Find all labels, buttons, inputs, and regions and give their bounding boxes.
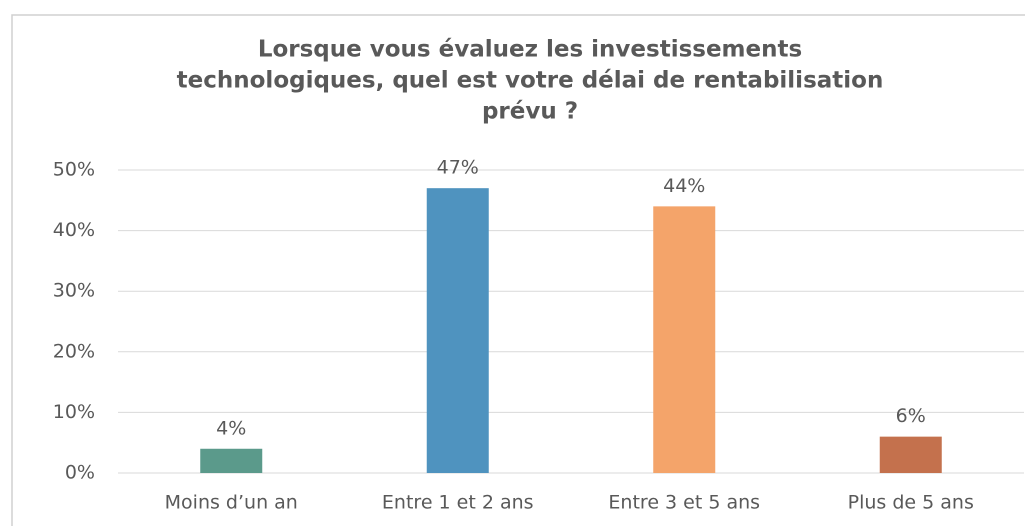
chart-title: technologiques, quel est votre délai de … (177, 68, 884, 94)
data-label: 44% (663, 175, 705, 197)
x-tick-label: Entre 1 et 2 ans (382, 492, 534, 514)
bar (200, 448, 263, 473)
chart-frame (11, 14, 1025, 526)
chart-title: prévu ? (482, 99, 578, 125)
y-tick-label: 0% (65, 462, 95, 484)
bar (426, 188, 489, 473)
x-tick-label: Entre 3 et 5 ans (608, 492, 760, 514)
bar (879, 436, 942, 473)
y-tick-label: 10% (53, 401, 95, 423)
x-tick-label: Plus de 5 ans (848, 492, 974, 514)
data-label: 6% (896, 405, 926, 427)
x-tick-label: Moins d’un an (165, 492, 298, 514)
y-tick-label: 40% (53, 219, 95, 241)
data-label: 47% (437, 157, 479, 179)
y-tick-label: 30% (53, 280, 95, 302)
bar (653, 206, 716, 474)
y-tick-label: 50% (53, 159, 95, 181)
data-label: 4% (216, 417, 246, 439)
chart-title: Lorsque vous évaluez les investissements (258, 37, 802, 63)
y-tick-label: 20% (53, 340, 95, 362)
